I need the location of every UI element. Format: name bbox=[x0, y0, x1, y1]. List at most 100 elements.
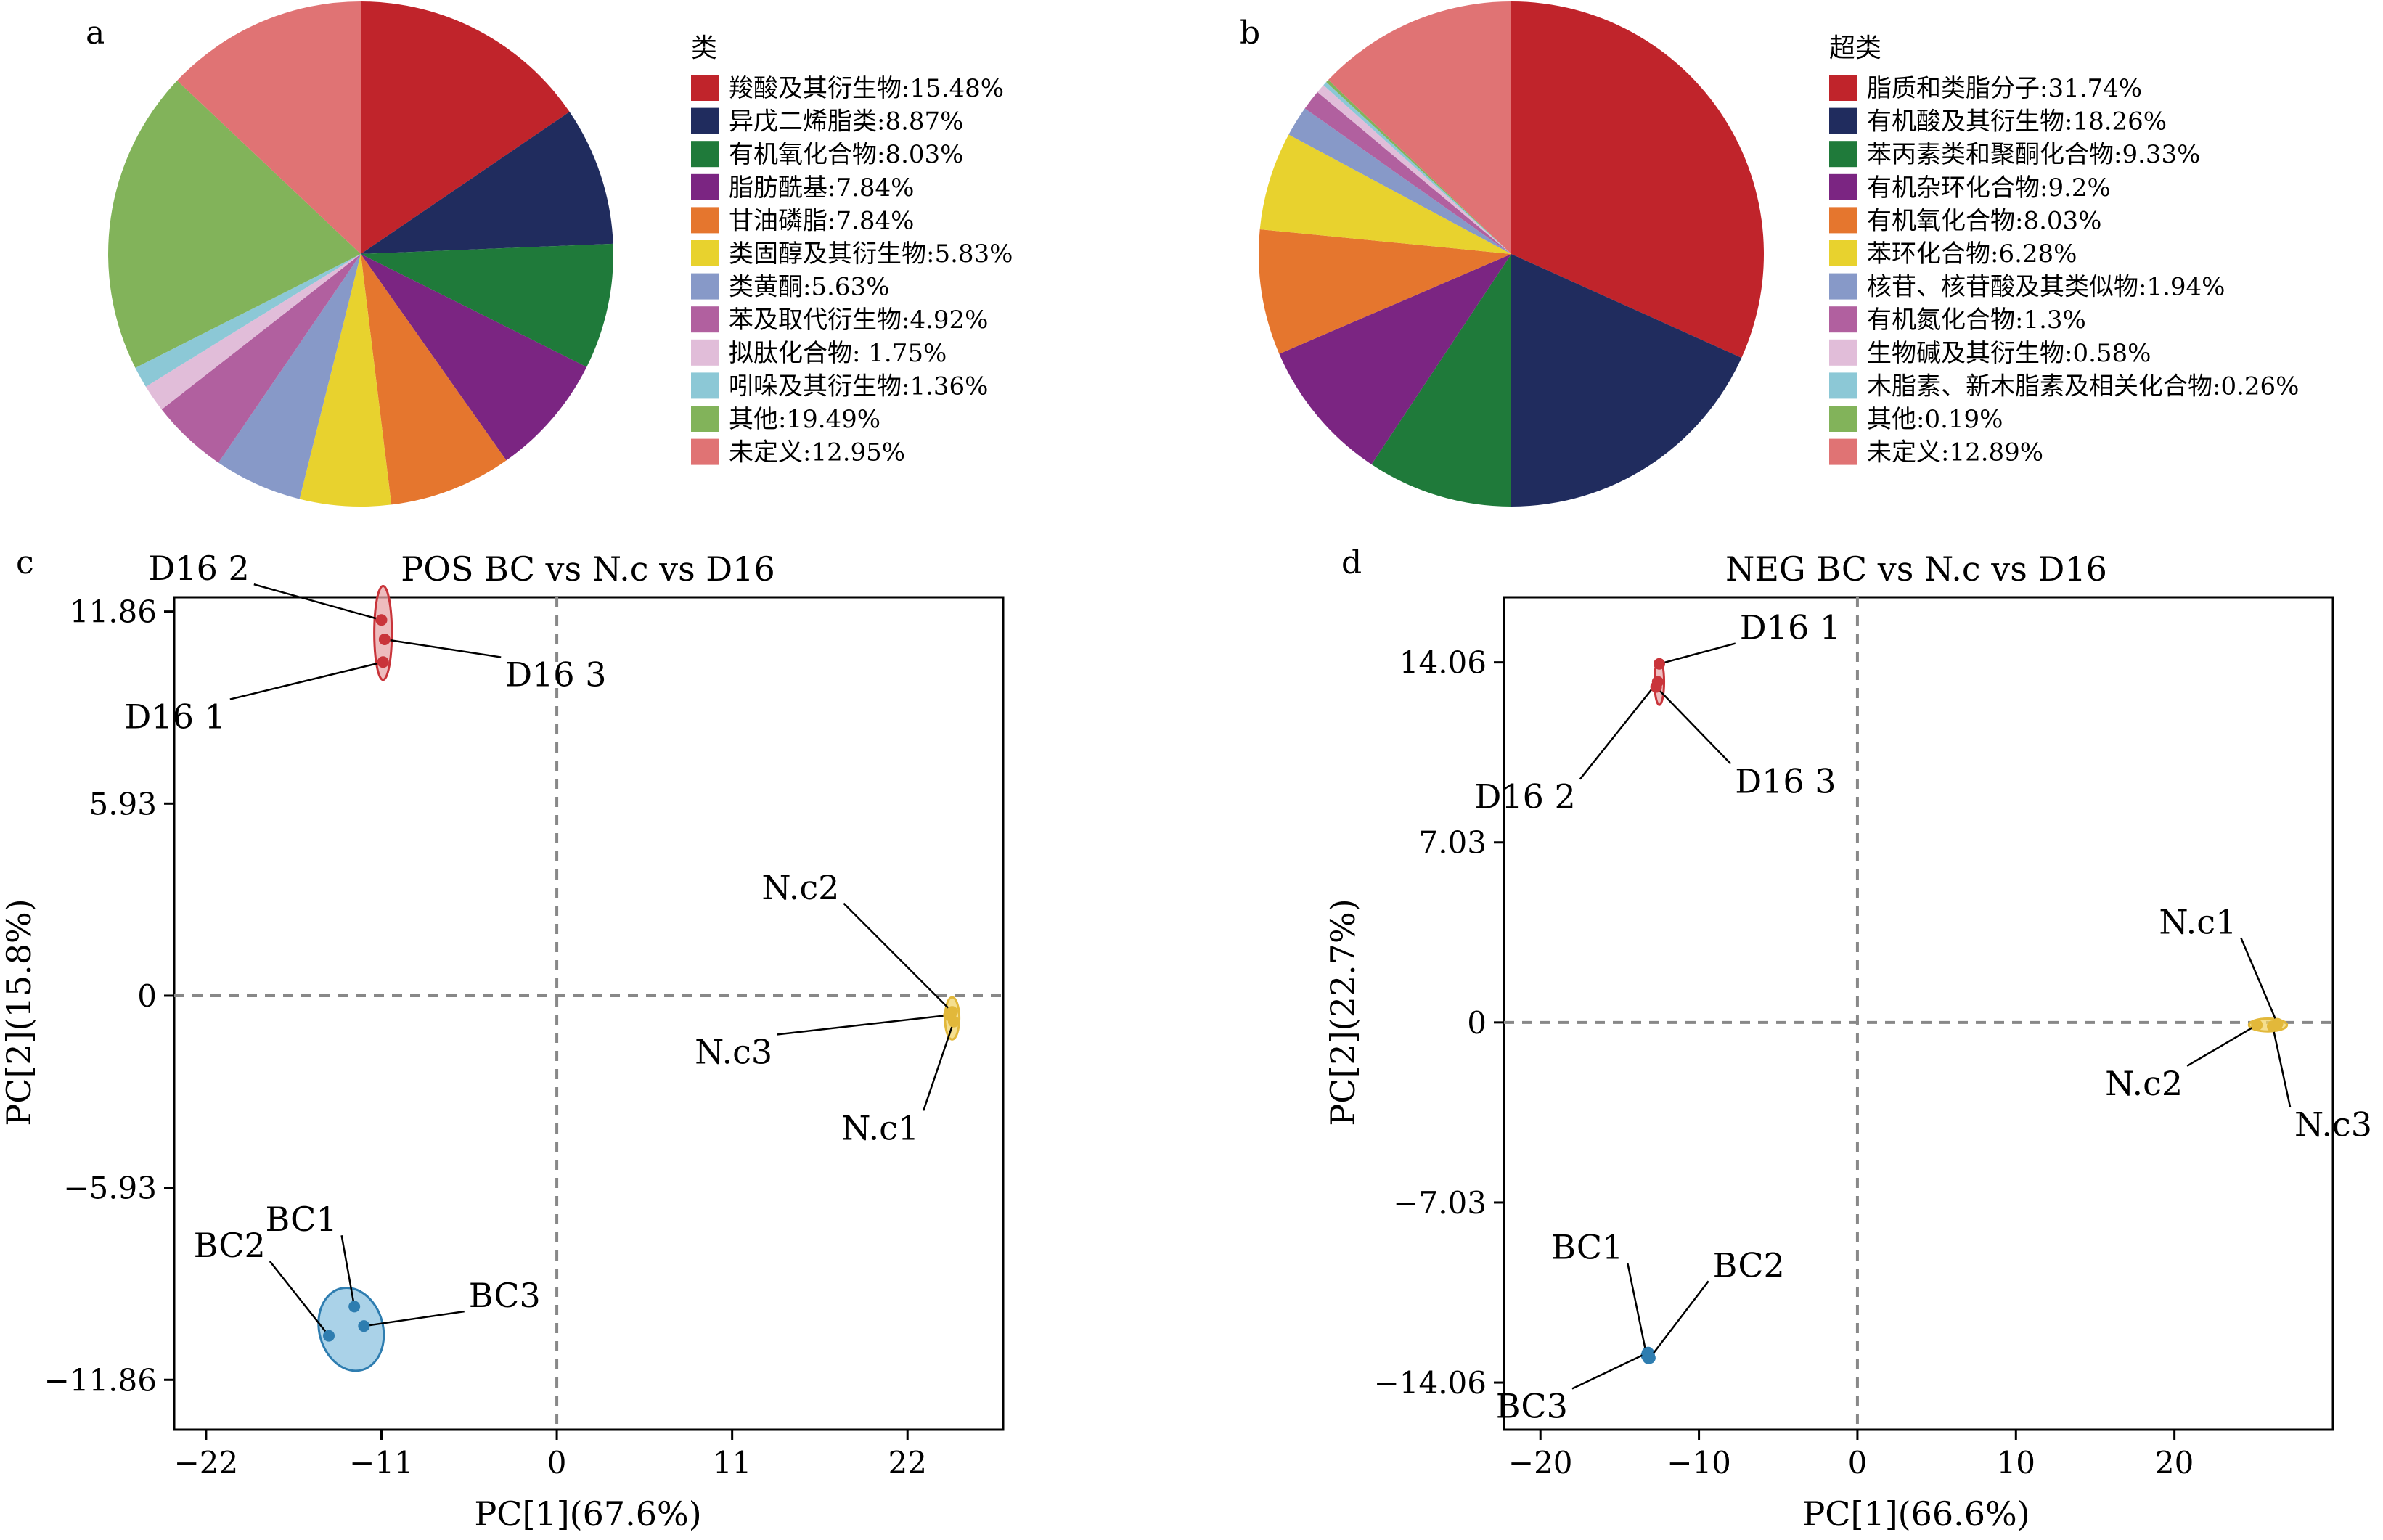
data-point bbox=[377, 656, 389, 668]
panel-letter-c: c bbox=[16, 544, 34, 581]
pie-slice bbox=[361, 243, 613, 367]
legend-entry: 吲哚及其衍生物:1.36% bbox=[729, 372, 988, 401]
label-leader-line bbox=[1648, 1280, 1709, 1359]
legend-entry: 类固醇及其衍生物:5.83% bbox=[729, 239, 1013, 269]
legend-swatch bbox=[691, 306, 719, 333]
group-ellipse bbox=[317, 1286, 385, 1372]
point-label: N.c2 bbox=[761, 868, 839, 907]
legend-swatch bbox=[691, 107, 719, 134]
pie-chart-class: 类 羧酸及其衍生物:15.48% 异戊二烯脂类:8.87% 有机氧化合物:8.03%… bbox=[108, 1, 1013, 507]
point-label: BC1 bbox=[1551, 1228, 1623, 1267]
legend-swatch bbox=[691, 438, 719, 465]
data-point bbox=[2251, 1019, 2263, 1031]
legend-entry: 脂肪酰基:7.84% bbox=[729, 173, 914, 202]
y-tick-label: 14.06 bbox=[1399, 645, 1487, 681]
x-tick-label: 0 bbox=[547, 1445, 567, 1480]
legend-entry: 类黄酮:5.63% bbox=[729, 273, 889, 302]
legend-swatch bbox=[1829, 207, 1857, 234]
pie-chart-superclass: 超类 脂质和类脂分子:31.74% 有机酸及其衍生物:18.26% 苯丙素类和聚酮化… bbox=[1258, 1, 2299, 507]
label-leader-line bbox=[229, 661, 383, 700]
point-label: N.c3 bbox=[2294, 1105, 2372, 1144]
point-label: BC2 bbox=[1713, 1245, 1785, 1285]
pie-slice bbox=[1511, 1, 1765, 359]
point-label: D16 3 bbox=[1735, 761, 1836, 800]
pie-slice bbox=[1317, 85, 1511, 254]
legend-entry: 异戊二烯脂类:8.87% bbox=[729, 107, 963, 136]
pie-slice bbox=[361, 254, 507, 505]
legend-swatch bbox=[691, 273, 719, 300]
pie-slices bbox=[1258, 1, 1765, 507]
data-point bbox=[947, 1015, 960, 1028]
x-tick-label: −11 bbox=[349, 1445, 414, 1480]
y-tick-label: −7.03 bbox=[1393, 1185, 1487, 1221]
data-point bbox=[375, 614, 388, 626]
y-axis-label: PC[2](22.7%) bbox=[1323, 898, 1362, 1126]
legend-entry: 生物碱及其衍生物:0.58% bbox=[1867, 339, 2151, 368]
panel-letter-b: b bbox=[1240, 15, 1260, 52]
legend-entry: 有机杂环化合物:9.2% bbox=[1867, 173, 2111, 202]
pie-slices bbox=[108, 1, 613, 507]
y-tick-label: 0 bbox=[137, 978, 157, 1014]
legend-swatch bbox=[691, 207, 719, 234]
plot-title: NEG BC vs N.c vs D16 bbox=[1725, 549, 2107, 589]
pie-slice bbox=[145, 254, 361, 410]
legend-swatch bbox=[1829, 240, 1857, 266]
legend-swatch bbox=[1829, 273, 1857, 300]
data-point bbox=[358, 1320, 370, 1332]
point-label: N.c3 bbox=[695, 1033, 772, 1072]
label-leader-line bbox=[777, 1014, 949, 1036]
pie-slice bbox=[361, 254, 587, 461]
point-label: BC2 bbox=[194, 1226, 266, 1265]
y-axis-label: PC[2](15.8%) bbox=[0, 898, 38, 1126]
label-leader-line bbox=[1655, 686, 1732, 765]
x-tick-label: −20 bbox=[1508, 1445, 1573, 1480]
legend-swatch bbox=[691, 339, 719, 366]
legend-entry: 苯及取代衍生物:4.92% bbox=[729, 306, 988, 335]
pie-legend: 羧酸及其衍生物:15.48% 异戊二烯脂类:8.87% 有机氧化合物:8.03% 脂肪… bbox=[691, 74, 1013, 467]
pie-slice bbox=[135, 254, 361, 387]
legend-entry: 核苷、核苷酸及其类似物:1.94% bbox=[1867, 273, 2225, 302]
panel-letter-a: a bbox=[86, 15, 105, 52]
label-leader-line bbox=[364, 1310, 465, 1327]
point-label: D16 1 bbox=[125, 697, 226, 737]
data-point bbox=[378, 634, 391, 646]
legend-entry: 有机酸及其衍生物:18.26% bbox=[1867, 107, 2167, 136]
pie-slice bbox=[1279, 254, 1511, 464]
legend-title: 类 bbox=[691, 33, 717, 63]
data-point bbox=[348, 1301, 361, 1313]
y-tick-label: 0 bbox=[1467, 1005, 1487, 1041]
point-label: N.c1 bbox=[2159, 902, 2236, 941]
legend-entry: 有机氧化合物:8.03% bbox=[1867, 206, 2101, 235]
pie-slice bbox=[177, 1, 361, 254]
legend-swatch bbox=[1829, 406, 1857, 432]
point-label: BC3 bbox=[469, 1276, 541, 1315]
legend-entry: 甘油磷脂:7.84% bbox=[729, 206, 914, 235]
label-leader-line bbox=[843, 902, 953, 1013]
plot-title: POS BC vs N.c vs D16 bbox=[401, 549, 774, 589]
pie-slice bbox=[1371, 254, 1511, 507]
plot-marks: −20 −10 0 10 20 14.06 7.03 0 −7.03 −14.06 D16 1 D16… bbox=[1374, 597, 2372, 1480]
pie-slice bbox=[161, 254, 361, 463]
pie-slice bbox=[361, 1, 570, 254]
data-point bbox=[2267, 1020, 2279, 1033]
label-leader-line bbox=[384, 638, 502, 658]
label-leader-line bbox=[340, 1234, 356, 1307]
legend-swatch bbox=[691, 173, 719, 200]
label-leader-line bbox=[1571, 1351, 1648, 1390]
legend-entry: 有机氧化合物:8.03% bbox=[729, 140, 963, 169]
y-tick-label: 11.86 bbox=[70, 594, 157, 630]
legend-swatch bbox=[1829, 339, 1857, 366]
data-point bbox=[1653, 658, 1665, 670]
label-leader-line bbox=[2271, 1025, 2292, 1107]
pca-plot-pos: POS BC vs N.c vs D16 −22 −11 0 11 22 11.86 5.9… bbox=[0, 549, 1005, 1533]
data-point bbox=[1650, 681, 1662, 693]
x-tick-label: −22 bbox=[174, 1445, 239, 1480]
legend-entry: 其他:0.19% bbox=[1867, 405, 2003, 434]
group-ellipse bbox=[373, 584, 393, 681]
plot-frame bbox=[1503, 596, 2334, 1431]
y-tick-label: −14.06 bbox=[1374, 1365, 1487, 1401]
pca-plot-neg: NEG BC vs N.c vs D16 −20 −10 0 10 20 14.06 7.0… bbox=[1323, 549, 2372, 1533]
pie-slice bbox=[108, 81, 361, 368]
pie-slice bbox=[218, 254, 361, 499]
x-axis-label: PC[1](66.6%) bbox=[1802, 1494, 2030, 1533]
